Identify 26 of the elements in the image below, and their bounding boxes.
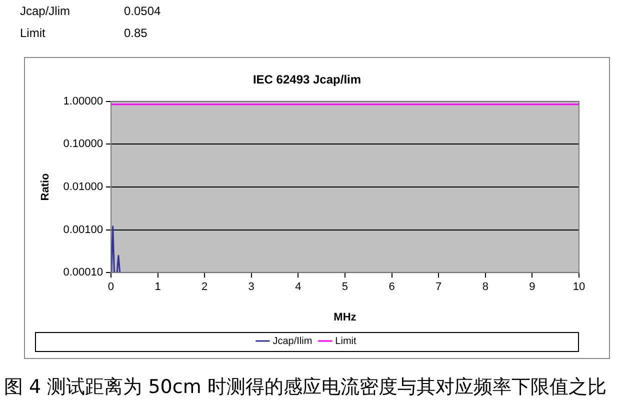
x-tick-label: 8 (482, 281, 488, 294)
caption: 图 4 测试距离为 50cm 时测得的感应电流密度与其对应频率下限值之比 (4, 375, 606, 400)
y-tick-label: 0.10000 (63, 138, 103, 150)
x-tick-label: 10 (572, 281, 586, 294)
y-axis-title: Ratio (40, 172, 52, 201)
x-axis-title: MHz (334, 311, 357, 324)
x-tick-label: 5 (342, 281, 348, 294)
x-tick-label: 0 (108, 281, 114, 294)
y-tick-label: 1.00000 (63, 95, 103, 108)
legend-label: Limit (335, 336, 357, 347)
x-tick-label: 1 (154, 281, 161, 294)
text: Jcap/Jlim (20, 3, 72, 20)
text: 0.0504 (124, 3, 162, 20)
y-tick-label: 0.01000 (63, 181, 103, 194)
legend-label: Jcap/Ilim (272, 336, 312, 347)
chart-title: IEC 62493 Jcap/lim (252, 72, 362, 87)
x-tick-label: 9 (529, 281, 536, 294)
y-tick-label: 0.00100 (63, 224, 103, 236)
y-tick-label: 0.00010 (63, 266, 103, 279)
text: Limit (20, 25, 46, 42)
text: 0.85 (124, 25, 148, 42)
x-tick-label: 3 (248, 281, 254, 294)
x-tick-label: 2 (202, 281, 208, 294)
x-tick-label: 4 (295, 281, 302, 294)
x-tick-label: 6 (388, 281, 395, 294)
x-tick-label: 7 (436, 281, 442, 294)
